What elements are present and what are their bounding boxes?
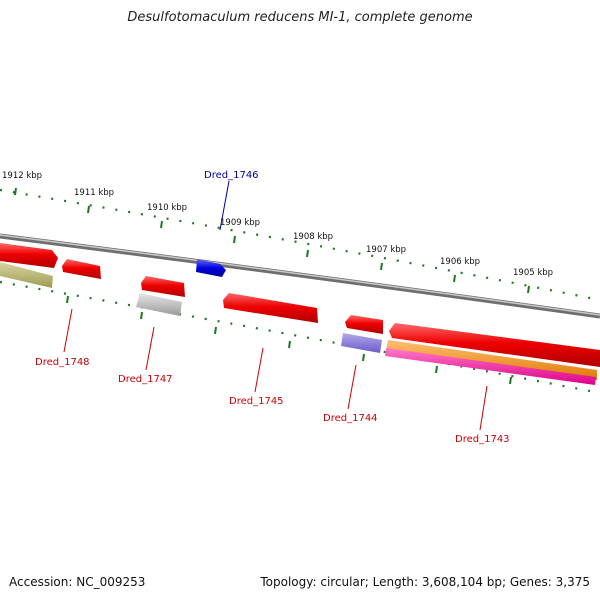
label-leader <box>63 308 73 353</box>
upper-tick-track <box>0 187 600 302</box>
gene-label-dred-1745[interactable]: Dred_1745 <box>229 396 284 407</box>
lower-tick-dots <box>0 280 600 395</box>
position-label: 1909 kbp <box>220 218 260 228</box>
label-leader <box>219 180 230 231</box>
major-tick <box>160 220 163 229</box>
genome-backbone <box>0 233 600 319</box>
gene-feature-dred-1746[interactable] <box>196 259 226 277</box>
minor-tick <box>288 340 291 349</box>
major-tick <box>87 205 90 214</box>
major-tick <box>14 187 17 196</box>
gene-label-dred-1744[interactable]: Dred_1744 <box>323 413 378 424</box>
position-label: 1907 kbp <box>366 245 406 255</box>
major-tick <box>233 235 236 244</box>
genome-backbone-highlight <box>0 234 600 316</box>
gene-feature[interactable] <box>0 262 53 288</box>
gene-label-dred-1746[interactable]: Dred_1746 <box>204 170 259 181</box>
major-tick <box>453 274 456 283</box>
position-label: 1911 kbp <box>74 188 114 198</box>
position-label: 1905 kbp <box>513 268 553 278</box>
gene-feature-dred-1744[interactable] <box>345 315 383 334</box>
lower-tick-track <box>0 280 600 395</box>
major-tick <box>306 249 309 258</box>
gene-feature-dred-1747[interactable] <box>141 276 185 297</box>
position-label: 1906 kbp <box>440 257 480 267</box>
minor-tick <box>509 376 512 385</box>
minor-tick <box>140 311 143 320</box>
gene-feature[interactable] <box>389 323 600 367</box>
gene-feature-dred-1745[interactable] <box>223 293 318 323</box>
gene-feature[interactable] <box>136 293 182 316</box>
gene-feature[interactable] <box>341 333 382 353</box>
page-title: Desulfotomaculum reducens MI-1, complete… <box>127 10 473 25</box>
position-label: 1908 kbp <box>293 232 333 242</box>
minor-tick <box>214 326 217 335</box>
minor-tick <box>66 295 69 304</box>
gene-label-dred-1748[interactable]: Dred_1748 <box>35 357 90 368</box>
minor-tick <box>435 365 438 374</box>
position-label: 1910 kbp <box>147 203 187 213</box>
gene-feature[interactable] <box>62 259 101 279</box>
minor-tick <box>362 353 365 362</box>
label-leader <box>254 347 264 393</box>
gene-label-dred-1743[interactable]: Dred_1743 <box>455 434 510 445</box>
label-leader <box>145 326 155 371</box>
label-leader <box>479 385 488 431</box>
position-label: 1912 kbp <box>2 171 42 181</box>
accession-text: Accession: NC_009253 <box>9 575 146 589</box>
major-tick <box>527 285 530 294</box>
label-leader <box>347 364 357 410</box>
gene-feature-dred-1748[interactable] <box>0 243 58 268</box>
genome-info-text: Topology: circular; Length: 3,608,104 bp… <box>260 575 590 589</box>
gene-feature[interactable] <box>385 348 596 385</box>
gene-label-dred-1747[interactable]: Dred_1747 <box>118 374 173 385</box>
major-tick <box>380 262 383 271</box>
